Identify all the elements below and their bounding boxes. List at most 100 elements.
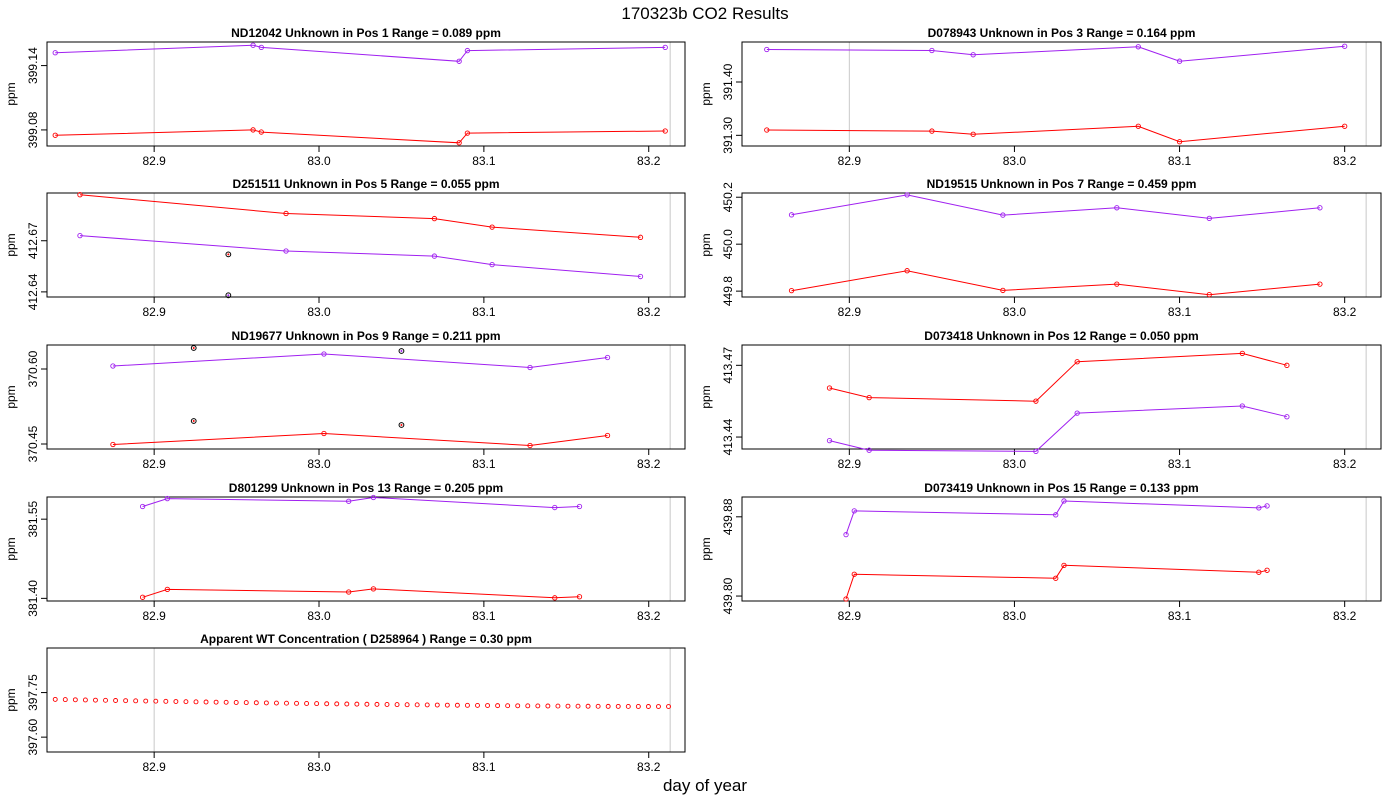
series-line-red bbox=[55, 129, 666, 144]
panel-title: D073418 Unknown in Pos 12 Range = 0.050 … bbox=[924, 329, 1198, 343]
data-point-purple bbox=[346, 498, 352, 504]
y-tick-label: 399.08 bbox=[26, 111, 40, 148]
data-point-purple bbox=[110, 363, 116, 369]
x-tick-label: 82.9 bbox=[142, 457, 166, 471]
data-point-red bbox=[1342, 123, 1348, 129]
series-line-red bbox=[791, 270, 1320, 296]
scatter-point bbox=[404, 702, 410, 708]
outlier-point-center bbox=[400, 350, 403, 352]
data-point-red bbox=[1053, 575, 1059, 581]
scatter-point bbox=[294, 700, 299, 706]
series-line-purple bbox=[829, 405, 1288, 452]
data-point-purple bbox=[464, 47, 471, 54]
scatter-point bbox=[585, 703, 591, 709]
scatter-point bbox=[304, 701, 310, 706]
data-point-purple bbox=[843, 531, 849, 538]
y-axis-label: ppm bbox=[699, 82, 713, 105]
chart-panel-5: ND19677 Unknown in Pos 9 Range = 0.211 p… bbox=[4, 329, 686, 471]
plot-frame bbox=[46, 41, 686, 147]
data-point-red bbox=[1176, 139, 1183, 145]
x-tick-label: 83.2 bbox=[637, 760, 661, 774]
scatter-point bbox=[635, 704, 641, 709]
data-point-red bbox=[258, 129, 264, 135]
data-point-purple bbox=[851, 508, 857, 514]
data-point-red bbox=[456, 140, 462, 146]
plot-frame bbox=[741, 41, 1382, 147]
x-tick-label: 83.2 bbox=[1333, 305, 1357, 319]
scatter-point bbox=[263, 700, 269, 706]
series-line-red bbox=[112, 432, 608, 447]
outlier-point bbox=[398, 422, 405, 428]
x-tick-label: 83.0 bbox=[1003, 609, 1027, 623]
y-tick-label: 450.2 bbox=[721, 182, 735, 212]
panel-title: D251511 Unknown in Pos 5 Range = 0.055 p… bbox=[232, 177, 499, 191]
data-point-purple bbox=[929, 47, 935, 54]
data-point-red bbox=[1256, 569, 1262, 575]
x-tick-label: 83.2 bbox=[637, 457, 661, 471]
scatter-point bbox=[284, 700, 289, 706]
y-axis-label: ppm bbox=[4, 688, 18, 711]
series-line-red bbox=[142, 588, 580, 599]
data-point-red bbox=[1239, 350, 1245, 357]
chart-panel-8: D073419 Unknown in Pos 15 Range = 0.133 … bbox=[699, 481, 1382, 623]
scatter-point bbox=[103, 697, 108, 703]
scatter-point bbox=[324, 701, 330, 707]
scatter-point bbox=[203, 699, 209, 705]
data-point-purple bbox=[164, 495, 170, 502]
scatter-point bbox=[444, 702, 450, 708]
series-line-purple bbox=[845, 500, 1268, 535]
data-point-purple bbox=[662, 44, 668, 51]
data-point-purple bbox=[1053, 512, 1059, 518]
scatter-point bbox=[243, 700, 249, 706]
scatter-point bbox=[223, 699, 229, 705]
x-tick-label: 83.0 bbox=[307, 305, 331, 319]
x-tick-label: 83.0 bbox=[307, 609, 331, 623]
series-line-red bbox=[845, 564, 1268, 600]
panel-title: D073419 Unknown in Pos 15 Range = 0.133 … bbox=[924, 481, 1198, 495]
y-tick-label: 399.14 bbox=[26, 47, 40, 84]
data-point-purple bbox=[1206, 215, 1212, 222]
scatter-point bbox=[434, 702, 440, 708]
scatter-point bbox=[183, 699, 189, 705]
data-point-purple bbox=[1033, 448, 1039, 455]
data-point-red bbox=[1074, 359, 1080, 365]
scatter-point bbox=[213, 699, 219, 705]
x-tick-label: 82.9 bbox=[838, 457, 862, 471]
x-tick-label: 83.0 bbox=[1003, 154, 1027, 168]
data-point-red bbox=[250, 127, 256, 133]
x-tick-label: 83.0 bbox=[1003, 457, 1027, 471]
y-tick-label: 381.55 bbox=[26, 500, 40, 537]
data-point-red bbox=[1317, 281, 1323, 287]
y-tick-label: 397.60 bbox=[26, 718, 40, 755]
y-tick-label: 370.60 bbox=[26, 350, 40, 387]
plot-frame bbox=[741, 344, 1382, 450]
data-point-red bbox=[489, 224, 495, 230]
x-tick-label: 83.0 bbox=[307, 154, 331, 168]
data-point-purple bbox=[250, 42, 256, 48]
data-point-purple bbox=[826, 437, 833, 444]
data-point-purple bbox=[1284, 414, 1290, 420]
x-tick-label: 82.9 bbox=[142, 609, 166, 623]
x-tick-label: 83.1 bbox=[1168, 154, 1192, 168]
scatter-point bbox=[193, 699, 199, 705]
data-point-red bbox=[527, 442, 533, 449]
data-point-red bbox=[283, 210, 289, 217]
scatter-point bbox=[475, 702, 480, 708]
panel-title: D801299 Unknown in Pos 13 Range = 0.205 … bbox=[229, 481, 503, 495]
scatter-point bbox=[62, 697, 68, 703]
x-tick-label: 82.9 bbox=[142, 760, 166, 774]
scatter-point bbox=[645, 704, 651, 709]
data-point-purple bbox=[489, 261, 495, 268]
data-point-purple bbox=[970, 52, 976, 58]
scatter-point bbox=[82, 697, 88, 703]
scatter-point bbox=[615, 703, 621, 709]
scatter-point bbox=[565, 703, 571, 709]
data-point-purple bbox=[637, 273, 644, 280]
scatter-point bbox=[344, 701, 350, 707]
y-tick-label: 413.47 bbox=[721, 347, 735, 384]
outlier-point bbox=[225, 292, 232, 299]
scatter-point bbox=[52, 696, 58, 702]
y-tick-label: 412.64 bbox=[26, 273, 40, 310]
x-tick-label: 82.9 bbox=[838, 305, 862, 319]
series-line-purple bbox=[55, 44, 666, 62]
